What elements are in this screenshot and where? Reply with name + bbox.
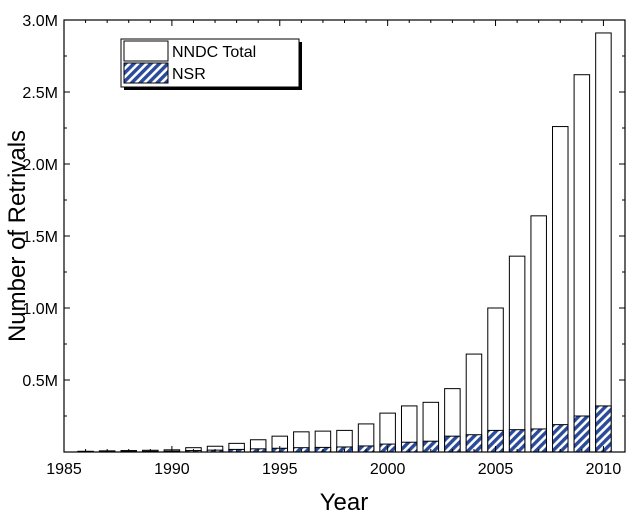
x-axis-title: Year: [320, 489, 369, 516]
ticks-layer: 1985 1990 1995 2000 2005 2010 0.5M 1.0M 1.5M 2.0M…: [22, 13, 626, 478]
legend: NNDC Total NSR: [120, 38, 302, 90]
bar-nsr-2008: [552, 424, 569, 453]
bar-nndc-total-2010: [595, 32, 612, 453]
bar-nsr-2007: [530, 428, 547, 453]
bar-nndc-total-2008: [552, 126, 569, 453]
bar-nsr-2009: [573, 415, 591, 453]
legend-swatch-nndc-total: [123, 40, 169, 62]
bar-nsr-2006: [508, 429, 526, 453]
x-tick-label: 2005: [478, 461, 514, 478]
y-tick-label: 1.0M: [22, 301, 58, 318]
x-tick-label: 1985: [46, 461, 82, 478]
y-tick-label: 3.0M: [22, 13, 58, 30]
x-tick-label: 1995: [262, 461, 298, 478]
bar-nndc-total-2006: [508, 255, 526, 453]
bar-nndc-total-2009: [573, 74, 591, 453]
y-tick-label: 2.5M: [22, 85, 58, 102]
bar-nsr-2010: [595, 405, 612, 453]
bar-nndc-total-2007: [530, 215, 547, 453]
x-tick-label: 2010: [586, 461, 622, 478]
legend-label-nndc-total: NNDC Total: [172, 44, 256, 61]
y-axis-title: Number of Retrivals: [4, 130, 31, 342]
y-tick-label: 1.5M: [22, 229, 58, 246]
y-tick-label: 0.5M: [22, 373, 58, 390]
bars-layer: [77, 32, 612, 453]
legend-swatch-nsr: [123, 62, 169, 84]
legend-label-nsr: NSR: [172, 66, 206, 83]
y-tick-label: 2.0M: [22, 157, 58, 174]
x-tick-label: 1990: [154, 461, 190, 478]
x-tick-label: 2000: [370, 461, 406, 478]
